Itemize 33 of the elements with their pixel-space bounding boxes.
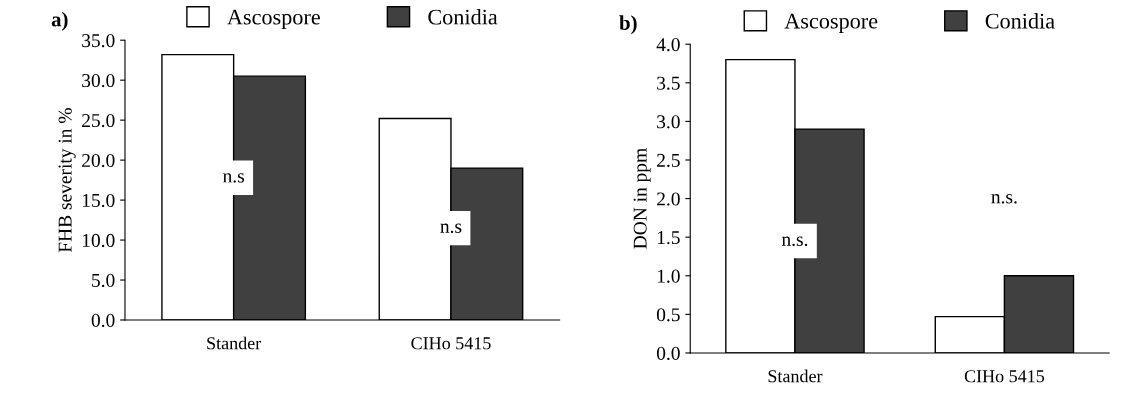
y-tick-label: 0.0 — [656, 346, 680, 360]
chart-title: b) — [619, 15, 637, 35]
y-axis-title: FHB severity in % — [58, 108, 76, 253]
annotation: n.s. — [991, 194, 1017, 204]
y-tick-label: 4.0 — [656, 38, 680, 52]
y-tick-label: 35.0 — [82, 34, 115, 48]
y-tick-label: 15.0 — [82, 193, 115, 208]
legend-label: Conidia — [428, 8, 498, 25]
y-tick-label: 5.0 — [92, 273, 115, 288]
y-tick-label: 0.5 — [656, 308, 680, 322]
y-axis-title: DON in ppm — [633, 148, 651, 249]
y-tick-label: 30.0 — [82, 73, 115, 88]
legend-label: Ascospore — [227, 9, 320, 30]
y-tick-label: 3.0 — [657, 115, 680, 129]
y-tick-label: 1.0 — [657, 269, 680, 283]
annotation: n.s — [223, 173, 245, 183]
annotation: n.s — [440, 223, 462, 234]
y-tick-label: 2.5 — [657, 153, 680, 168]
y-tick-label: 1.5 — [657, 231, 680, 245]
y-tick-label: 10.0 — [82, 233, 115, 248]
y-tick-label: 3.5 — [657, 76, 680, 90]
x-tick-label: Stander — [207, 336, 262, 350]
y-tick-label: 2.0 — [657, 192, 680, 206]
x-tick-label: CIHo 5415 — [964, 370, 1045, 383]
chart-title: a) — [51, 11, 68, 31]
x-tick-label: Stander — [768, 369, 823, 383]
annotation: n.s. — [781, 236, 808, 246]
legend-label: Conidia — [985, 12, 1055, 29]
x-tick-label: CIHo 5415 — [411, 337, 491, 350]
legend-label: Ascospore — [784, 13, 878, 34]
y-tick-label: 20.0 — [82, 153, 115, 168]
y-tick-label: 0.0 — [91, 313, 115, 328]
y-tick-label: 25.0 — [82, 113, 115, 128]
